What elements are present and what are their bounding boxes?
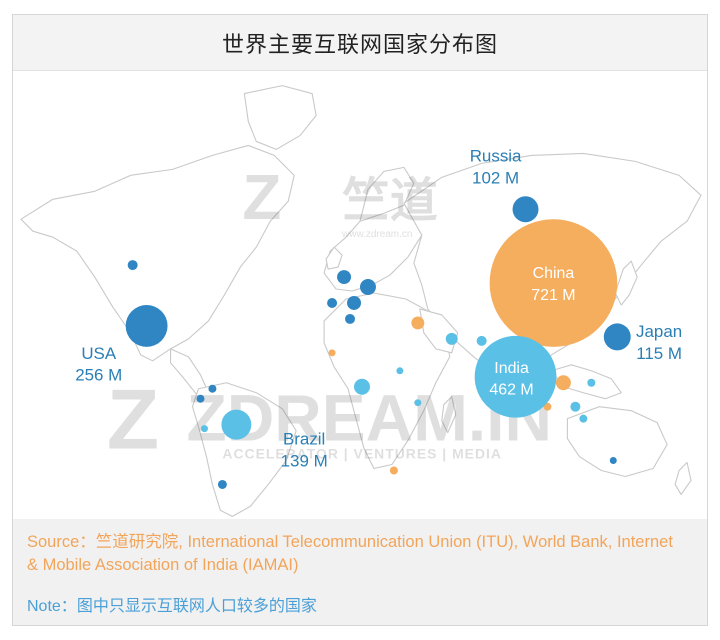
country-labels: China 721 M India 462 M USA 256 M Brazil…: [75, 146, 682, 470]
label-brazil-value: 139 M: [281, 452, 328, 471]
africa-shape: [323, 292, 451, 470]
madagascar-shape: [441, 396, 457, 434]
north-america-shape: [20, 144, 295, 362]
dot-vietnam: [555, 375, 571, 391]
map-card: 世界主要互联网国家分布图: [12, 14, 708, 626]
dot-philippines: [587, 378, 596, 387]
bubble-japan: [603, 323, 631, 351]
label-india-value: 462 M: [489, 382, 533, 399]
label-usa-name: USA: [81, 344, 117, 363]
label-japan-value: 115 M: [636, 344, 682, 363]
greenland-shape: [243, 85, 317, 150]
bubble-usa: [125, 304, 168, 347]
major-bubbles: [125, 196, 631, 440]
label-china-name: China: [533, 265, 575, 282]
label-russia-name: Russia: [470, 146, 522, 165]
dot-indonesia: [579, 414, 588, 423]
label-china-value: 721 M: [531, 287, 575, 304]
bubble-india: [474, 335, 557, 418]
dot-morocco: [328, 349, 336, 357]
dot-peru: [200, 425, 208, 433]
dot-malaysia: [570, 401, 581, 412]
scandinavia-shape: [359, 166, 415, 222]
note-text: Note：图中只显示互联网人口较多的国家: [27, 592, 317, 616]
dot-france: [347, 295, 361, 310]
watermark-tagline: ACCELERATOR | VENTURES | MEDIA: [222, 446, 502, 462]
label-brazil-name: Brazil: [283, 430, 325, 449]
dot-thailand: [543, 402, 552, 411]
watermark-brand-cn: 竺道: [342, 174, 438, 229]
australia-shape: [566, 406, 668, 478]
label-usa-value: 256 M: [75, 366, 122, 385]
dot-canada: [127, 260, 138, 271]
title-bar: 世界主要互联网国家分布图: [13, 15, 707, 71]
dot-kenya: [414, 399, 422, 407]
dot-uk: [337, 270, 352, 285]
label-russia-value: 102 M: [472, 168, 519, 187]
dot-italy: [345, 313, 356, 324]
southeast-asia-islands-shape: [550, 364, 622, 400]
source-text: Source：竺道研究院, International Telecommunic…: [27, 531, 687, 577]
dot-nigeria: [354, 378, 370, 395]
note-body: 图中只显示互联网人口较多的国家: [76, 598, 317, 615]
dot-egypt: [396, 367, 404, 375]
dot-argentina: [217, 479, 227, 489]
dot-venezuela: [196, 394, 205, 403]
dot-australia: [609, 457, 617, 465]
dot-spain: [327, 297, 338, 308]
bubble-russia: [512, 196, 539, 223]
watermark-brand-url: www.zdream.cn: [341, 229, 412, 240]
world-map-svg: Z 竺道 www.zdream.cn Z ZDREAM.IN ACCELERAT…: [20, 85, 702, 517]
new-zealand-shape: [674, 461, 692, 495]
source-label: Source：: [27, 533, 96, 551]
bubble-china: [489, 219, 618, 347]
watermark-logo-bottom: Z: [107, 372, 159, 468]
dot-iran: [445, 332, 458, 345]
source-body: 竺道研究院, International Telecommunication U…: [27, 533, 673, 574]
world-map: Z 竺道 www.zdream.cn Z ZDREAM.IN ACCELERAT…: [13, 71, 707, 519]
dot-south-africa: [389, 466, 398, 475]
dot-germany: [360, 279, 376, 295]
dot-colombia: [208, 384, 217, 393]
bubble-brazil: [221, 409, 252, 440]
map-title: 世界主要互联网国家分布图: [221, 32, 498, 58]
uk-shape: [325, 246, 343, 270]
watermark-logo-top: Z: [242, 161, 281, 233]
label-india-name: India: [494, 360, 529, 377]
footer: Source：竺道研究院, International Telecommunic…: [13, 519, 707, 625]
dot-turkey: [411, 316, 425, 330]
note-label: Note：: [27, 598, 77, 615]
dot-pakistan: [476, 335, 487, 346]
small-dots: [127, 260, 617, 489]
label-japan-name: Japan: [636, 322, 682, 341]
